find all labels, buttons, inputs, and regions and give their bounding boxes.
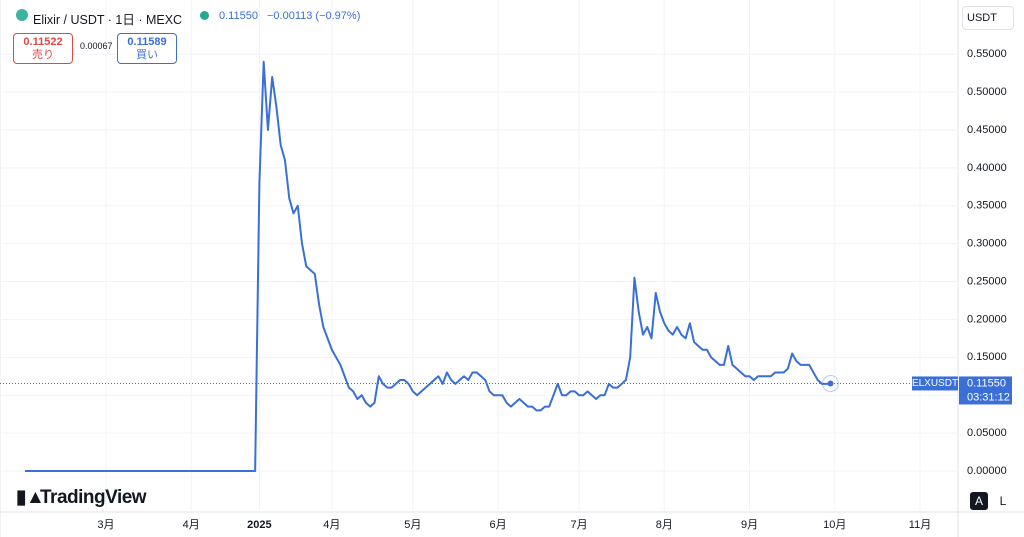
y-tick-label: 0.20000: [967, 313, 1007, 325]
last-price: 0.11550: [219, 10, 258, 22]
symbol-tag-label: ELXUSDT: [912, 378, 958, 389]
symbol: Elixir / USDT · 1日 · MEXC: [33, 13, 183, 27]
y-tick-label: 0.30000: [967, 238, 1007, 250]
x-tick-label: 5月: [404, 519, 421, 531]
buy-label: 買い: [136, 49, 158, 61]
y-tick-label: 0.00000: [967, 465, 1007, 477]
logo-text: TradingView: [40, 487, 147, 508]
sell-label: 売り: [32, 49, 54, 61]
x-tick-label: 6月: [490, 519, 507, 531]
x-tick-label: 7月: [570, 519, 587, 531]
last-point: [827, 380, 834, 387]
price-tag-countdown: 03:31:12: [967, 391, 1010, 403]
y-tick-label: 0.55000: [967, 48, 1007, 60]
log-button[interactable]: L: [999, 494, 1007, 508]
buy-price: 0.11589: [127, 36, 167, 48]
y-tick-label: 0.35000: [967, 200, 1007, 212]
x-tick-label: 11月: [909, 519, 931, 531]
y-tick-label: 0.15000: [967, 351, 1007, 363]
status-dot: [200, 11, 209, 20]
currency-button[interactable]: USDT: [962, 6, 1014, 30]
y-tick-label: 0.50000: [967, 86, 1007, 98]
x-tick-label: 2025: [247, 519, 271, 531]
buy-button[interactable]: 0.11589 買い: [117, 33, 177, 64]
x-tick-label: 10月: [823, 519, 846, 531]
x-tick-label: 4月: [183, 519, 200, 531]
symbol-tag: [912, 376, 958, 391]
price-tag-value: 0.11550: [967, 377, 1006, 389]
y-tick-label: 0.45000: [967, 124, 1007, 136]
symbol-icon: [16, 9, 28, 21]
x-tick-label: 9月: [741, 519, 758, 531]
auto-button[interactable]: A: [970, 492, 988, 510]
price-tag: [959, 376, 1012, 405]
sell-price: 0.11522: [23, 36, 63, 48]
price-change: −0.00113 (−0.97%): [267, 10, 361, 22]
x-tick-label: 4月: [323, 519, 340, 531]
x-tick-label: 8月: [656, 519, 673, 531]
y-tick-label: 0.05000: [967, 427, 1007, 439]
sell-button[interactable]: 0.11522 売り: [13, 33, 73, 64]
x-tick-label: 3月: [97, 519, 114, 531]
spread: 0.00067: [80, 41, 113, 51]
logo: ▮▲TradingView: [16, 487, 147, 508]
price-line: [25, 60, 831, 472]
y-tick-label: 0.40000: [967, 162, 1007, 174]
y-tick-label: 0.25000: [967, 275, 1007, 287]
